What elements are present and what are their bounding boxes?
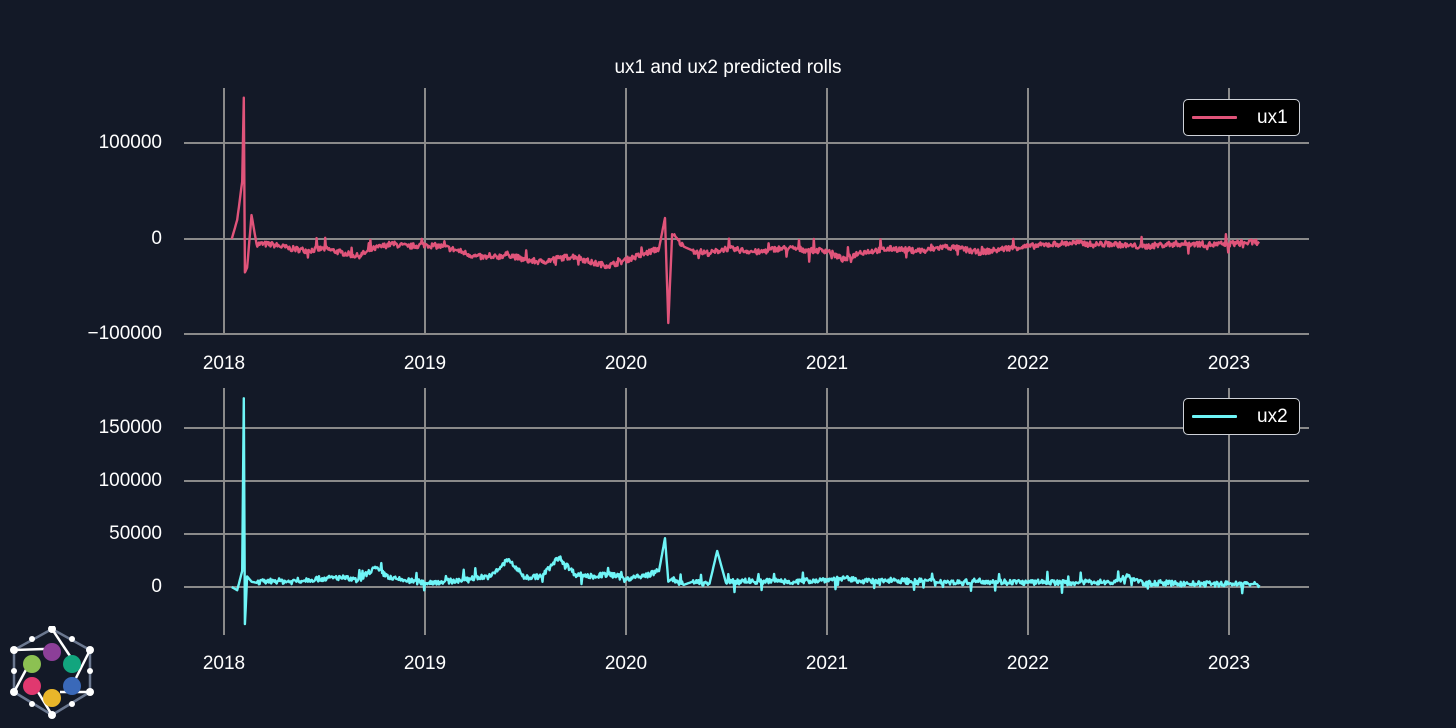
top-xtick-2022: 2022: [1006, 353, 1050, 374]
top-xtick-2020: 2020: [604, 353, 648, 374]
ux1-series-line: [230, 96, 1261, 325]
top-xtick-2018: 2018: [202, 353, 246, 374]
bottom-xtick-2019: 2019: [403, 653, 447, 674]
logo-dot: [23, 655, 41, 673]
ux1-legend-swatch-icon: [1192, 116, 1237, 119]
chart-title: ux1 and ux2 predicted rolls: [614, 57, 842, 78]
top-xtick-2019: 2019: [403, 353, 447, 374]
logo-dot: [43, 643, 61, 661]
bottom-ytick-0: 0: [151, 576, 162, 597]
top-ytick-0: 0: [151, 228, 162, 249]
bottom-xtick-2022: 2022: [1006, 653, 1050, 674]
bottom-ytick-150000: 150000: [98, 417, 162, 438]
top-ytick-100000: 100000: [98, 132, 162, 153]
bottom-ytick-100000: 100000: [98, 470, 162, 491]
ux1-legend: ux1: [1183, 99, 1300, 136]
ux2-legend-label: ux2: [1257, 405, 1288, 427]
logo-dot: [63, 677, 81, 695]
hexagon-network-logo-icon: [10, 626, 94, 719]
top-ytick-neg100000: −100000: [87, 323, 163, 344]
bottom-xtick-2021: 2021: [805, 653, 849, 674]
ux2-legend: ux2: [1183, 398, 1300, 435]
top-xtick-2021: 2021: [805, 353, 849, 374]
logo-dot: [63, 655, 81, 673]
bottom-xtick-2023: 2023: [1207, 653, 1251, 674]
bottom-xtick-2020: 2020: [604, 653, 648, 674]
ux2-series-line: [231, 397, 1261, 626]
bottom-xtick-2018: 2018: [202, 653, 246, 674]
logo-dot: [43, 689, 61, 707]
top-chart-grid: [184, 88, 1309, 335]
ux1-legend-label: ux1: [1257, 106, 1288, 128]
bottom-chart-grid: [184, 388, 1309, 635]
logo-dot: [23, 677, 41, 695]
top-xtick-2023: 2023: [1207, 353, 1251, 374]
bottom-ytick-50000: 50000: [109, 523, 162, 544]
ux2-legend-swatch-icon: [1192, 415, 1237, 418]
